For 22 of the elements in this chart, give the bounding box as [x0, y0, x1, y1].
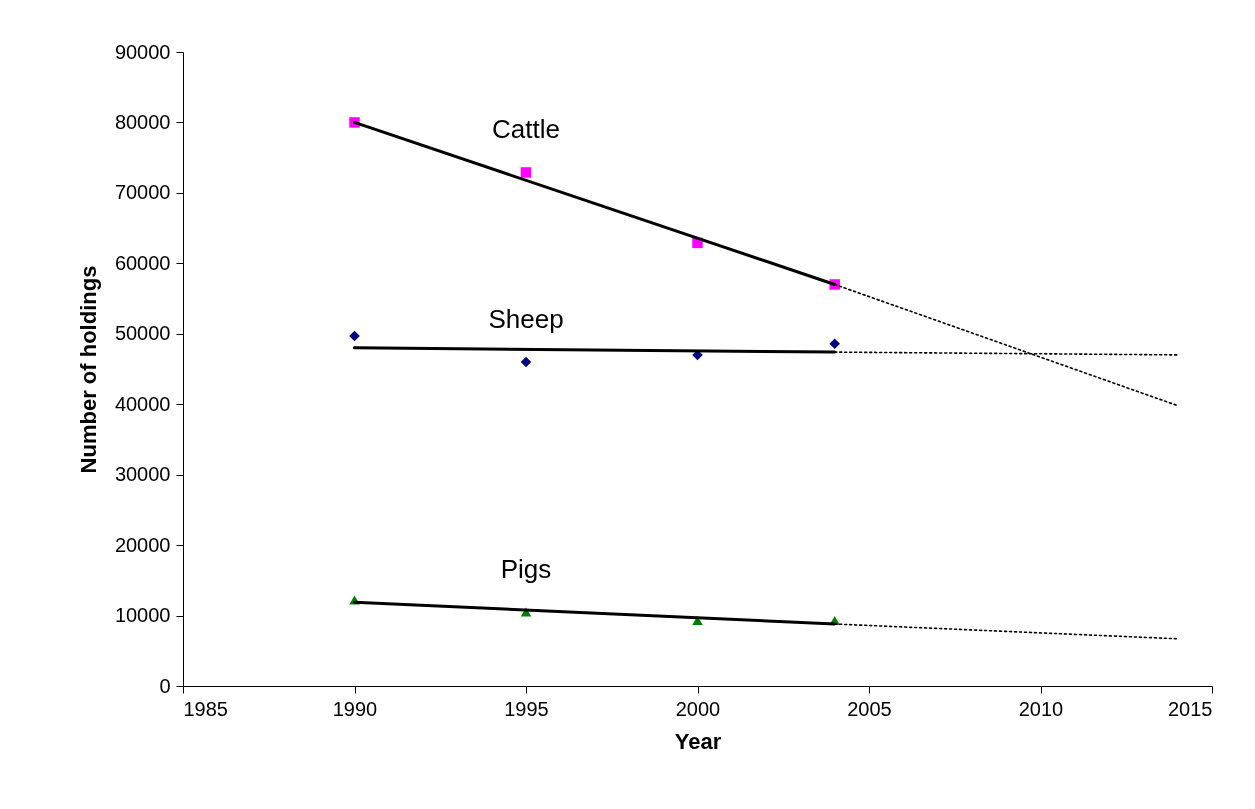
y-tick-label: 50000 [114, 322, 171, 345]
series-label: Cattle [492, 114, 560, 145]
y-axis-title: Number of holdings [75, 265, 101, 474]
y-tick-label: 60000 [114, 251, 171, 274]
x-axis-title: Year [674, 728, 722, 754]
y-tick-label: 40000 [114, 392, 171, 415]
x-tick-label: 1990 [332, 697, 378, 720]
x-tick-label: 1995 [504, 697, 549, 720]
x-tick-label: 2015 [1168, 697, 1213, 720]
y-tick-label: 90000 [114, 40, 171, 63]
y-tick-label: 80000 [114, 110, 171, 133]
series-label: Sheep [488, 303, 564, 334]
y-tick-label: 70000 [114, 181, 171, 204]
x-tick-label: 2000 [675, 697, 721, 720]
series-label: Pigs [500, 554, 552, 585]
x-tick-label: 1985 [183, 697, 228, 720]
x-tick-label: 2005 [847, 697, 892, 720]
y-tick-label: 20000 [114, 533, 171, 556]
y-tick-label: 30000 [114, 463, 171, 486]
y-tick-label: 10000 [114, 604, 171, 627]
x-tick-label: 2010 [1018, 697, 1064, 720]
y-tick-label: 0 [159, 674, 171, 697]
